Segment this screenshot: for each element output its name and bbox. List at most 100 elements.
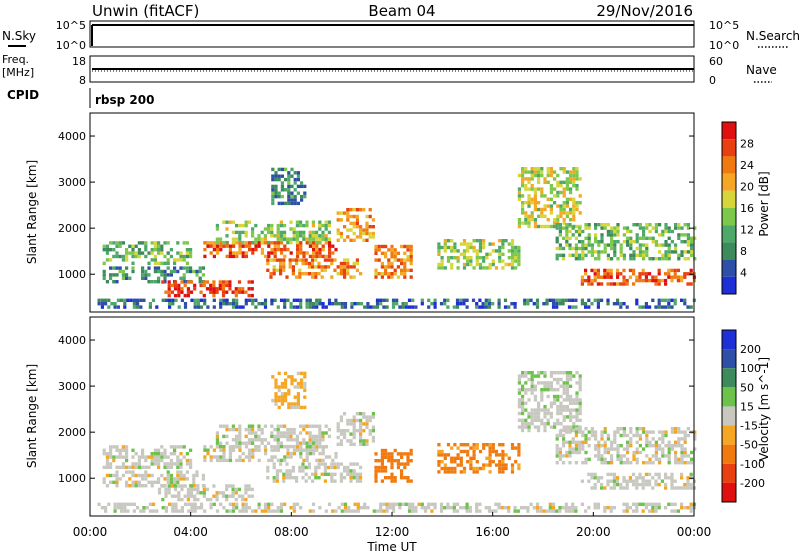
heatmap-cell	[578, 233, 582, 237]
heatmap-cell	[606, 506, 610, 510]
heatmap-cell	[263, 234, 267, 238]
heatmap-cell	[390, 455, 394, 459]
heatmap-cell	[222, 302, 226, 306]
heatmap-cell	[299, 305, 303, 309]
heatmap-cell	[280, 392, 284, 396]
heatmap-cell	[590, 472, 594, 477]
heatmap-cell	[488, 460, 492, 464]
heatmap-cell	[396, 251, 400, 255]
heatmap-cell	[193, 509, 197, 513]
heatmap-cell	[228, 458, 232, 463]
heatmap-cell	[270, 247, 274, 252]
heatmap-cell	[336, 231, 340, 236]
heatmap-cell	[168, 305, 172, 309]
heatmap-cell	[549, 190, 553, 195]
heatmap-cell	[641, 476, 645, 480]
heatmap-cell	[301, 258, 305, 262]
heatmap-cell	[556, 194, 560, 198]
heatmap-cell	[680, 457, 684, 461]
heatmap-cell	[301, 465, 305, 470]
heatmap-cell	[661, 233, 665, 237]
heatmap-cell	[296, 405, 300, 410]
heatmap-cell	[527, 170, 531, 174]
heatmap-cell	[501, 460, 505, 464]
heatmap-cell	[355, 235, 359, 239]
heatmap-cell	[286, 427, 290, 432]
heatmap-cell	[287, 405, 291, 410]
heatmap-cell	[440, 460, 444, 464]
heatmap-cell	[398, 506, 402, 510]
heatmap-cell	[100, 302, 104, 306]
y-tick-label: 1000	[58, 268, 86, 281]
heatmap-cell	[270, 455, 274, 459]
heatmap-cell	[403, 258, 407, 262]
heatmap-cell	[237, 280, 242, 284]
heatmap-cell	[267, 240, 271, 245]
heatmap-cell	[271, 398, 275, 403]
heatmap-cell	[276, 227, 280, 231]
heatmap-cell	[485, 256, 489, 260]
heatmap-cell	[596, 476, 600, 480]
heatmap-cell	[366, 506, 370, 510]
heatmap-cell	[478, 262, 483, 267]
heatmap-cell	[141, 276, 145, 280]
freq-tick-top: 18	[72, 55, 86, 68]
heatmap-cell	[578, 427, 582, 431]
heatmap-cell	[359, 272, 363, 276]
heatmap-cell	[693, 257, 697, 261]
heatmap-cell	[257, 424, 261, 428]
heatmap-cell	[134, 251, 138, 255]
heatmap-cell	[517, 446, 521, 450]
heatmap-cell	[107, 298, 111, 302]
heatmap-cell	[304, 465, 308, 470]
heatmap-cell	[689, 482, 693, 487]
heatmap-cell	[222, 424, 226, 428]
heatmap-cell	[553, 401, 557, 405]
heatmap-cell	[282, 261, 286, 266]
heatmap-cell	[274, 184, 278, 189]
colorbar-swatch	[722, 406, 736, 426]
heatmap-cell	[321, 254, 325, 259]
heatmap-cell	[459, 252, 463, 256]
heatmap-cell	[279, 469, 283, 473]
colorbar-tick-label: 8	[740, 245, 747, 258]
heatmap-cell	[456, 446, 460, 450]
heatmap-cell	[295, 220, 299, 224]
heatmap-cell	[377, 465, 381, 470]
heatmap-cell	[645, 223, 649, 227]
heatmap-cell	[404, 502, 408, 506]
heatmap-cell	[321, 302, 325, 306]
heatmap-cell	[299, 448, 303, 452]
heatmap-cell	[318, 451, 322, 456]
heatmap-cell	[248, 244, 252, 248]
colorbar-tick-label: 200	[740, 343, 761, 356]
heatmap-cell	[414, 305, 418, 309]
heatmap-cell	[626, 457, 630, 461]
heatmap-cell	[556, 377, 560, 382]
heatmap-cell	[362, 228, 366, 232]
heatmap-cell	[292, 431, 296, 435]
heatmap-cell	[521, 401, 525, 405]
heatmap-cell	[369, 305, 373, 309]
heatmap-cell	[690, 243, 694, 247]
heatmap-cell	[533, 190, 537, 195]
heatmap-cell	[186, 487, 190, 492]
heatmap-cell	[510, 259, 515, 263]
heatmap-cell	[349, 432, 353, 436]
heatmap-cell	[677, 427, 681, 431]
heatmap-cell	[365, 214, 369, 219]
heatmap-cell	[177, 494, 181, 498]
heatmap-cell	[232, 244, 236, 248]
heatmap-cell	[291, 469, 295, 473]
heatmap-cell	[657, 268, 661, 273]
heatmap-cell	[661, 447, 665, 451]
heatmap-cell	[155, 305, 159, 309]
heatmap-cell	[450, 249, 454, 253]
heatmap-cell	[295, 223, 299, 228]
heatmap-cell	[350, 509, 354, 513]
heatmap-cell	[285, 275, 289, 279]
heatmap-cell	[225, 280, 229, 284]
heatmap-cell	[305, 451, 309, 456]
heatmap-cell	[616, 282, 620, 286]
heatmap-cell	[109, 241, 113, 245]
